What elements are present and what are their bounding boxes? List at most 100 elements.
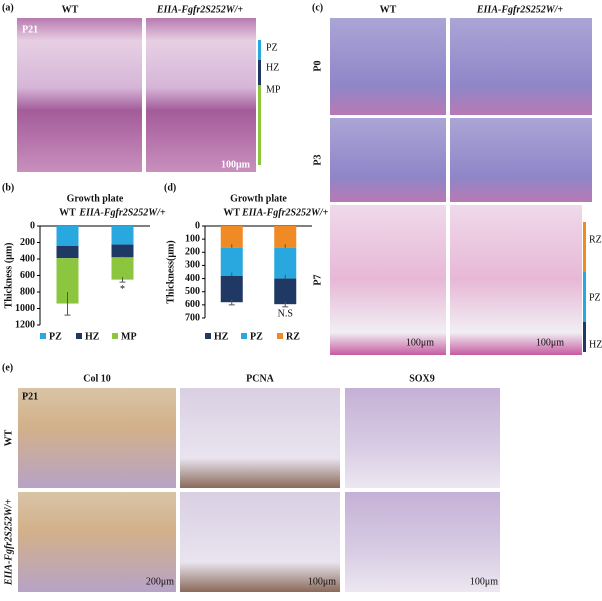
zone-bar bbox=[583, 222, 586, 272]
y-tick-label: 0 bbox=[195, 220, 200, 231]
scale-label: 100μm bbox=[470, 576, 498, 587]
y-tick-label: 1000 bbox=[15, 303, 35, 314]
y-tick-label: 600 bbox=[185, 299, 200, 310]
image bbox=[330, 18, 446, 115]
legend-swatch bbox=[277, 333, 283, 339]
scale-label: 100μm bbox=[406, 337, 434, 348]
bar-segment bbox=[220, 247, 243, 276]
zone-label: HZ bbox=[266, 62, 279, 73]
column-label: EIIA-Fgfr2S252W/+ bbox=[476, 4, 564, 15]
panel-label: (a) bbox=[2, 2, 14, 13]
x-tick-label: EIIA-Fgfr2S252W/+ bbox=[78, 207, 166, 218]
image bbox=[330, 205, 446, 355]
x-tick-label: EIIA-Fgfr2S252W/+ bbox=[241, 207, 329, 218]
image bbox=[180, 492, 340, 592]
age-label: P21 bbox=[22, 391, 38, 402]
legend-swatch bbox=[241, 333, 247, 339]
scale-label: 200μm bbox=[146, 576, 174, 587]
zone-label: PZ bbox=[266, 42, 278, 53]
y-tick-label: 800 bbox=[20, 286, 35, 297]
bar-segment bbox=[111, 226, 134, 245]
bar-segment bbox=[220, 226, 243, 248]
legend-label: PZ bbox=[49, 331, 62, 342]
image bbox=[330, 118, 446, 202]
x-tick-label: WT bbox=[59, 207, 76, 218]
y-tick-label: 200 bbox=[20, 237, 35, 248]
column-label: PCNA bbox=[246, 373, 275, 384]
histology-images bbox=[17, 18, 592, 592]
legend-swatch bbox=[112, 333, 118, 339]
bar-segment bbox=[111, 257, 134, 280]
bar-segment bbox=[220, 275, 243, 303]
y-tick-label: 700 bbox=[185, 312, 200, 323]
zone-bar bbox=[258, 40, 261, 60]
column-label: Col 10 bbox=[83, 373, 111, 384]
panel-label: (d) bbox=[164, 182, 176, 193]
legend-swatch bbox=[40, 333, 46, 339]
y-tick-label: 600 bbox=[20, 270, 35, 281]
column-label: SOX9 bbox=[409, 373, 435, 384]
chart-title: Growth plate bbox=[230, 193, 287, 204]
y-axis-label: Thickness (μm) bbox=[3, 243, 14, 309]
image bbox=[146, 18, 256, 172]
zone-bar bbox=[258, 85, 261, 165]
row-label: P3 bbox=[312, 154, 323, 165]
image bbox=[345, 492, 500, 592]
bar-segment bbox=[56, 258, 79, 304]
zone-label: PZ bbox=[589, 292, 601, 303]
legend-label: MP bbox=[121, 331, 137, 342]
bar-segment bbox=[56, 245, 79, 259]
row-label: P7 bbox=[312, 274, 323, 285]
chart-title: Growth plate bbox=[67, 193, 124, 204]
zone-label: RZ bbox=[589, 234, 602, 245]
annotation: N.S bbox=[278, 308, 293, 319]
legend-label: RZ bbox=[286, 331, 300, 342]
y-tick-label: 0 bbox=[30, 220, 35, 231]
y-tick-label: 300 bbox=[185, 260, 200, 271]
image bbox=[450, 118, 592, 202]
bar-segment bbox=[274, 247, 297, 279]
image bbox=[18, 388, 176, 488]
x-tick-label: WT bbox=[223, 207, 240, 218]
bar-segment bbox=[111, 244, 134, 258]
y-tick-label: 400 bbox=[185, 273, 200, 284]
zone-bar bbox=[583, 322, 586, 352]
y-tick-label: 200 bbox=[185, 247, 200, 258]
y-tick-label: 400 bbox=[20, 253, 35, 264]
scale-label: 100μm bbox=[536, 337, 564, 348]
row-label: WT bbox=[3, 429, 14, 446]
panel-label: (e) bbox=[2, 362, 13, 373]
image bbox=[450, 205, 582, 355]
zone-bar bbox=[258, 60, 261, 85]
annotation: * bbox=[120, 284, 125, 295]
legend-label: PZ bbox=[250, 331, 263, 342]
legend-swatch bbox=[76, 333, 82, 339]
zone-bar bbox=[583, 272, 586, 322]
column-label: WT bbox=[380, 4, 397, 15]
image bbox=[17, 18, 142, 172]
y-tick-label: 100 bbox=[185, 233, 200, 244]
column-label: EIIA-Fgfr2S252W/+ bbox=[156, 4, 244, 15]
legend-label: HZ bbox=[85, 331, 100, 342]
bar-segment bbox=[274, 226, 297, 248]
panel-label: (b) bbox=[2, 182, 14, 193]
y-axis-label: Thickness(μm) bbox=[165, 240, 176, 303]
row-label: EIIA-Fgfr2S252W/+ bbox=[3, 499, 14, 587]
row-label: P0 bbox=[312, 60, 323, 71]
image bbox=[345, 388, 500, 488]
y-tick-label: 500 bbox=[185, 286, 200, 297]
bar-segment bbox=[274, 278, 297, 305]
y-tick-label: 1200 bbox=[15, 319, 35, 330]
scale-label: 100μm bbox=[221, 159, 251, 170]
image bbox=[18, 492, 176, 592]
legend-label: HZ bbox=[214, 331, 229, 342]
legend-swatch bbox=[205, 333, 211, 339]
bar-segment bbox=[56, 226, 79, 246]
column-label: WT bbox=[62, 4, 79, 15]
panel-label: (c) bbox=[312, 2, 323, 13]
image bbox=[180, 388, 340, 488]
zone-label: HZ bbox=[589, 339, 602, 350]
zone-label: MP bbox=[266, 84, 281, 95]
scale-label: 100μm bbox=[308, 576, 336, 587]
